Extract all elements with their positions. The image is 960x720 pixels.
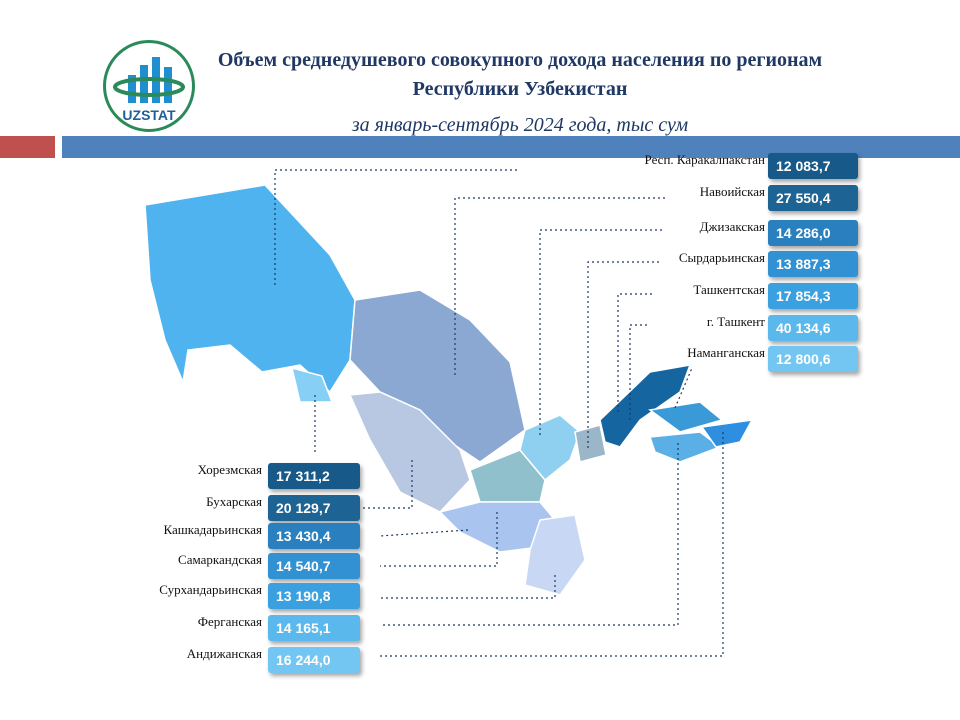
region-value: 16 244,0 <box>268 647 360 673</box>
region-value: 12 083,7 <box>768 153 858 179</box>
logo: UZSTAT <box>103 40 195 132</box>
leader-lines <box>274 169 724 657</box>
subtitle: за январь-сентябрь 2024 года, тыс сум <box>351 114 689 136</box>
region-value: 14 286,0 <box>768 220 858 246</box>
region-name: г. Ташкент <box>706 314 765 329</box>
region-value: 12 800,6 <box>768 346 858 372</box>
region-name: Ташкентская <box>693 282 765 297</box>
region-value: 40 134,6 <box>768 315 858 341</box>
region-name: Навоийская <box>699 184 765 199</box>
title: Объем среднедушевого совокупного дохода … <box>217 49 823 100</box>
region-value: 14 165,1 <box>268 615 360 641</box>
region-name: Сырдарьинская <box>678 250 765 265</box>
region-shape <box>349 289 526 463</box>
logo-text: UZSTAT <box>122 107 176 123</box>
region-name: Самаркандская <box>178 552 262 567</box>
region-shape <box>290 366 334 403</box>
region-value: 13 887,3 <box>768 251 858 277</box>
header-bar-blue <box>62 136 960 158</box>
region-shape <box>700 419 754 448</box>
region-value: 20 129,7 <box>268 495 360 521</box>
region-value: 13 430,4 <box>268 523 360 549</box>
region-name: Кашкадарьинская <box>163 522 262 537</box>
region-name: Андижанская <box>186 646 262 661</box>
region-shape <box>648 431 722 463</box>
region-value: 27 550,4 <box>768 185 858 211</box>
region-name: Ферганская <box>197 614 262 629</box>
region-name: Сурхандарьинская <box>159 582 262 597</box>
region-shape <box>469 449 546 503</box>
region-shape <box>574 424 607 463</box>
region-shape <box>599 364 692 448</box>
logo-icon <box>113 57 185 103</box>
region-shape <box>524 514 586 596</box>
regions <box>144 184 754 596</box>
region-value: 17 311,2 <box>268 463 360 489</box>
region-shape <box>348 391 471 513</box>
region-value: 13 190,8 <box>268 583 360 609</box>
region-name: Наманганская <box>687 345 765 360</box>
region-value: 17 854,3 <box>768 283 858 309</box>
region-name: Бухарская <box>206 494 262 509</box>
region-name: Джизакская <box>699 219 765 234</box>
region-shape <box>144 184 356 394</box>
region-name: Хорезмская <box>197 462 262 477</box>
header-bar-red <box>0 136 55 158</box>
region-shape <box>519 414 581 482</box>
region-shape <box>648 401 724 433</box>
region-name: Респ. Каракалпакстан <box>644 152 765 167</box>
region-value: 14 540,7 <box>268 553 360 579</box>
